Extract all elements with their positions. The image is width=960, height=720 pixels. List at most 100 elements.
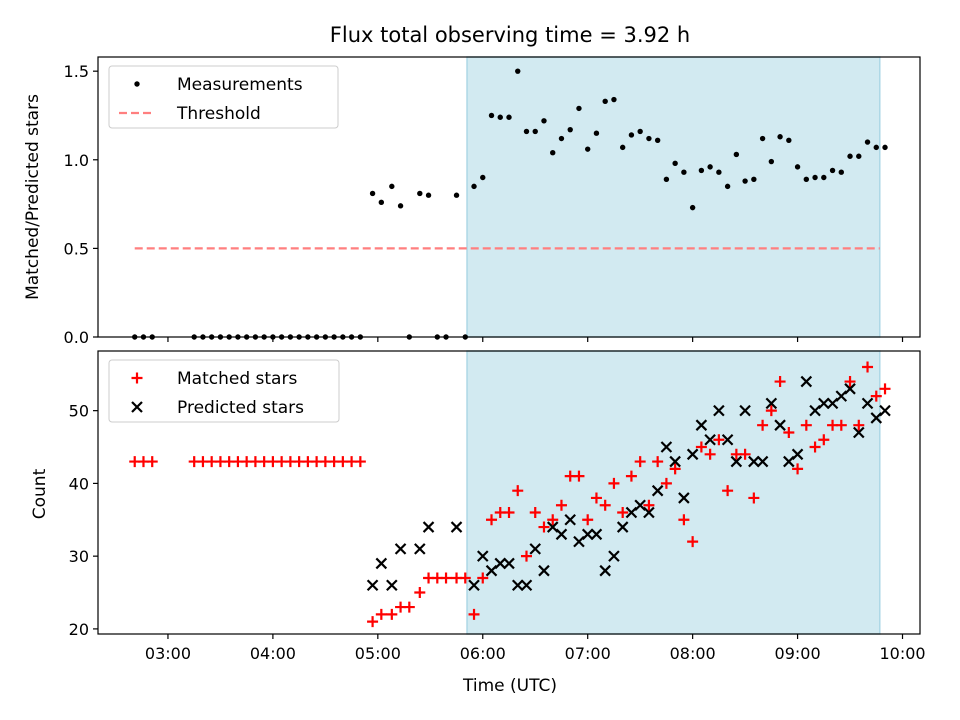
data-point — [480, 174, 486, 181]
data-point — [678, 492, 690, 504]
top-y-axis-label: Matched/Predicted stars — [23, 94, 43, 300]
y-tick-label: 50 — [69, 402, 89, 421]
data-point — [532, 128, 538, 135]
data-point — [651, 484, 664, 497]
y-tick-label: 20 — [69, 620, 89, 639]
y-tick-label: 1.0 — [64, 151, 89, 170]
data-point — [751, 176, 757, 182]
data-point — [704, 433, 716, 446]
data-point — [488, 112, 495, 119]
data-point — [864, 139, 871, 145]
data-point — [503, 507, 515, 519]
data-point — [494, 557, 507, 570]
top-legend: Measurements Threshold — [108, 65, 339, 129]
data-point — [643, 506, 655, 519]
data-point — [608, 550, 620, 562]
data-point — [777, 134, 783, 140]
top-panel: 0.0 0.5 1.0 1.5 Measurements Threshold — [64, 56, 921, 347]
data-point — [821, 174, 827, 181]
data-point — [590, 492, 602, 504]
bottom-panel: 20 30 40 50 03:00 04:00 05:00 06:00 07:00 08:00 09… — [69, 350, 926, 663]
data-point — [853, 419, 865, 431]
data-point — [695, 419, 708, 431]
data-point — [786, 137, 792, 143]
data-point — [818, 434, 830, 446]
top-series-measurements — [132, 68, 888, 340]
bottom-series-matched-stars — [129, 361, 891, 628]
data-point — [829, 167, 836, 174]
legend-swatch — [131, 372, 143, 384]
data-point — [414, 587, 426, 599]
data-point — [730, 455, 743, 468]
data-point — [440, 572, 452, 584]
bottom-y-axis-label: Count — [30, 468, 50, 519]
data-point — [742, 178, 748, 184]
data-point — [800, 419, 812, 431]
data-point — [555, 499, 567, 511]
data-point — [739, 404, 751, 417]
data-point — [573, 470, 585, 482]
data-point — [564, 514, 576, 526]
data-point — [818, 397, 830, 410]
data-point — [529, 543, 542, 555]
y-tick-label: 30 — [69, 547, 89, 566]
data-point — [695, 441, 707, 453]
data-point — [646, 135, 652, 142]
data-point — [397, 203, 404, 209]
data-point — [538, 521, 550, 533]
data-point — [733, 151, 740, 158]
data-point — [853, 426, 865, 439]
data-point — [523, 128, 530, 135]
data-point — [555, 528, 568, 541]
data-point — [414, 543, 426, 555]
data-point — [844, 376, 856, 388]
data-point — [634, 456, 646, 468]
data-point — [879, 383, 891, 395]
data-point — [873, 144, 879, 151]
data-point — [637, 128, 643, 135]
data-point — [386, 579, 398, 592]
top-shaded-interval — [466, 56, 881, 338]
data-point — [378, 199, 385, 206]
data-point — [422, 521, 435, 533]
legend-swatch — [134, 81, 140, 87]
data-point — [748, 455, 760, 468]
data-point — [652, 456, 664, 468]
data-point — [809, 441, 821, 453]
data-point — [511, 579, 524, 592]
data-point — [375, 608, 387, 620]
data-point — [722, 485, 734, 497]
data-point — [476, 550, 489, 562]
bottom-legend: Matched stars Predicted stars — [108, 359, 340, 423]
data-point — [386, 608, 398, 620]
data-point — [739, 448, 751, 460]
data-point — [146, 456, 158, 468]
data-point — [453, 192, 460, 198]
data-point — [803, 176, 810, 182]
data-point — [721, 433, 734, 446]
data-point — [471, 183, 477, 190]
legend-box — [108, 65, 339, 129]
data-point — [567, 126, 573, 133]
data-point — [558, 135, 565, 142]
data-point — [506, 114, 512, 120]
data-point — [792, 463, 804, 475]
x-axis-label: Time (UTC) — [462, 676, 557, 696]
legend-label: Predicted stars — [177, 398, 304, 418]
x-tick-label: 03:00 — [145, 644, 191, 663]
data-point — [403, 601, 415, 613]
data-point — [660, 477, 672, 489]
data-point — [367, 616, 379, 628]
data-point — [756, 455, 769, 468]
data-point — [669, 463, 681, 475]
data-point — [879, 404, 891, 417]
data-point — [707, 164, 713, 170]
data-point — [856, 153, 862, 159]
data-point — [520, 579, 533, 592]
data-point — [354, 456, 366, 468]
data-point — [704, 448, 716, 460]
data-point — [611, 96, 617, 103]
data-point — [497, 114, 503, 120]
data-point — [765, 405, 777, 417]
data-point — [581, 528, 594, 541]
